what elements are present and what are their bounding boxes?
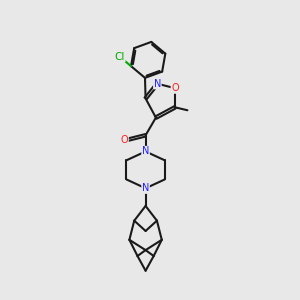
- Text: N: N: [142, 146, 149, 157]
- Text: Cl: Cl: [115, 52, 125, 62]
- Text: O: O: [121, 135, 128, 145]
- Text: N: N: [154, 79, 161, 89]
- Text: O: O: [171, 83, 179, 93]
- Text: N: N: [142, 183, 149, 193]
